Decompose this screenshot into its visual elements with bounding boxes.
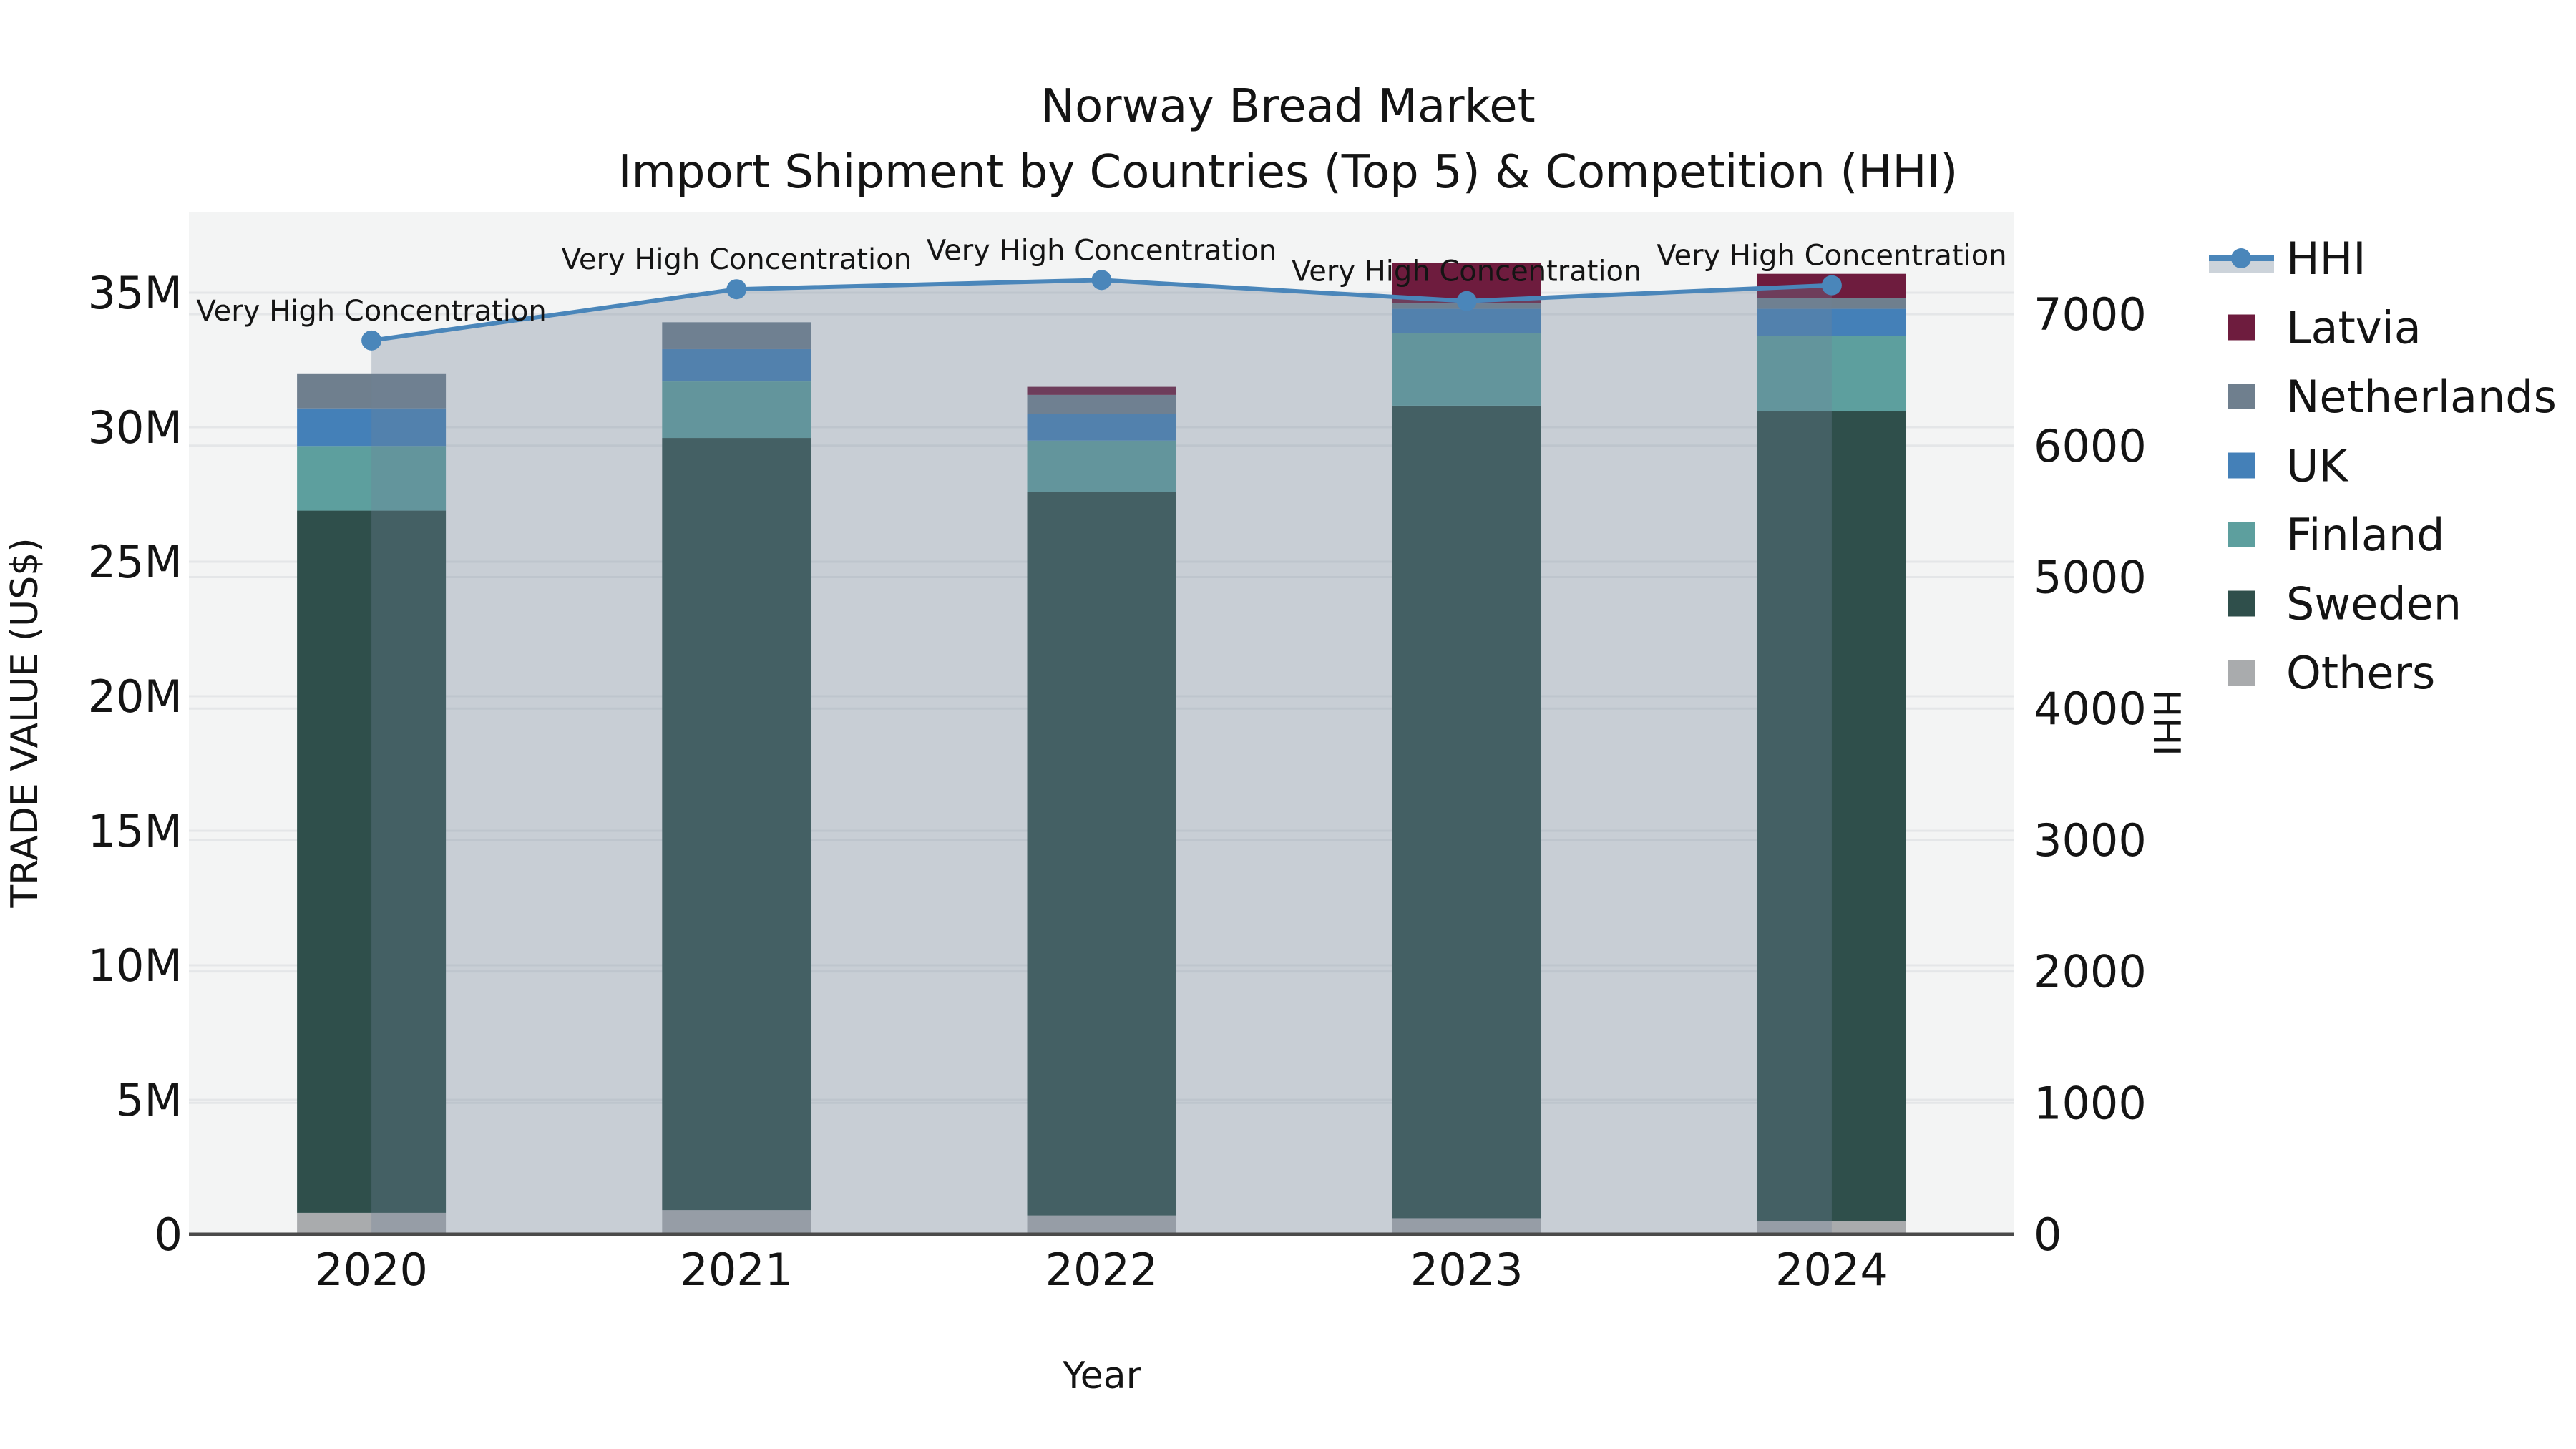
legend-hhi-marker-dot	[2231, 248, 2251, 268]
hhi-marker-2024	[1821, 275, 1842, 296]
y-right-tick-6000: 6000	[2034, 420, 2147, 472]
bar-uk-2021	[662, 348, 811, 382]
legend-item-netherlands: Netherlands	[2228, 371, 2557, 423]
x-tick-2023: 2023	[1410, 1244, 1523, 1296]
legend-swatch-latvia	[2228, 314, 2255, 341]
y-right-tick-1000: 1000	[2034, 1077, 2147, 1129]
annotation-2020: Very High Concentration	[196, 295, 546, 328]
legend-label-others: Others	[2286, 647, 2435, 699]
annotation-2022: Very High Concentration	[927, 234, 1277, 267]
legend-item-finland: Finland	[2228, 509, 2445, 561]
x-tick-2022: 2022	[1045, 1244, 1158, 1296]
bar-others-2022	[1027, 1215, 1176, 1234]
hhi-marker-2022	[1091, 270, 1112, 291]
annotation-layer: Very High Concentration Very High Concent…	[196, 234, 2006, 328]
hhi-marker-2020	[361, 330, 382, 351]
x-tick-2021: 2021	[680, 1244, 793, 1296]
y-right-tick-4000: 4000	[2034, 683, 2147, 735]
legend-label-hhi: HHI	[2286, 233, 2366, 285]
legend-swatch-uk	[2228, 452, 2255, 479]
hhi-line-layer	[361, 270, 1842, 351]
legend-label-uk: UK	[2286, 440, 2348, 492]
bar-netherlands-2020	[297, 373, 447, 409]
annotation-2023: Very High Concentration	[1292, 255, 1641, 288]
bar-latvia-2022	[1027, 386, 1176, 395]
bar-netherlands-2022	[1027, 394, 1176, 414]
legend-swatch-others	[2228, 660, 2255, 686]
y-left-tick-25M: 25M	[88, 536, 182, 588]
legend-label-netherlands: Netherlands	[2286, 371, 2557, 423]
x-tick-2024: 2024	[1775, 1244, 1888, 1296]
chart-title-line1: Norway Bread Market	[1040, 80, 1536, 133]
y-right-tick-0: 0	[2034, 1209, 2062, 1261]
hhi-area-fill	[371, 280, 1832, 1234]
y-left-tick-0: 0	[155, 1209, 182, 1261]
legend-label-latvia: Latvia	[2286, 302, 2421, 354]
legend-item-uk: UK	[2228, 440, 2348, 492]
hhi-marker-2023	[1456, 291, 1477, 311]
x-axis-label: Year	[1062, 1355, 1142, 1397]
legend: HHI Latvia Netherlands UK Finland Sweden Other…	[2209, 233, 2557, 699]
y-left-tick-35M: 35M	[88, 267, 182, 319]
bar-netherlands-2021	[662, 322, 811, 349]
y-left-axis-label: TRADE VALUE (US$)	[4, 537, 47, 908]
bar-finland-2024	[1757, 336, 1906, 411]
bar-uk-2020	[297, 408, 447, 447]
bar-others-2024	[1757, 1221, 1906, 1234]
x-tick-2020: 2020	[315, 1244, 428, 1296]
y-right-axis-label: HHI	[2145, 689, 2187, 756]
bar-uk-2024	[1757, 308, 1906, 336]
bar-finland-2023	[1392, 333, 1541, 406]
legend-item-sweden: Sweden	[2228, 578, 2462, 630]
bar-finland-2020	[297, 446, 447, 511]
bar-finland-2021	[662, 381, 811, 439]
y-left-tick-30M: 30M	[88, 401, 182, 454]
hhi-area-fill-layer	[371, 280, 1832, 1234]
legend-item-hhi: HHI	[2209, 233, 2366, 285]
legend-item-others: Others	[2228, 647, 2435, 699]
bar-sweden-2022	[1027, 492, 1176, 1216]
bar-sweden-2020	[297, 510, 447, 1213]
y-left-tick-5M: 5M	[116, 1074, 182, 1126]
bar-others-2021	[662, 1210, 811, 1234]
legend-swatch-finland	[2228, 522, 2255, 547]
y-right-tick-7000: 7000	[2034, 288, 2147, 341]
annotation-2024: Very High Concentration	[1657, 240, 2006, 273]
bar-uk-2023	[1392, 308, 1541, 333]
legend-label-sweden: Sweden	[2286, 578, 2462, 630]
bar-sweden-2024	[1757, 411, 1906, 1221]
y-left-tick-10M: 10M	[88, 940, 182, 992]
legend-swatch-sweden	[2228, 590, 2255, 617]
legend-swatch-netherlands	[2228, 384, 2255, 409]
chart-title-line2: Import Shipment by Countries (Top 5) & C…	[618, 146, 1958, 199]
y-right-tick-3000: 3000	[2034, 814, 2147, 867]
bar-others-2020	[297, 1212, 447, 1234]
bar-uk-2022	[1027, 414, 1176, 441]
legend-item-latvia: Latvia	[2228, 302, 2421, 354]
bar-finland-2022	[1027, 440, 1176, 492]
annotation-2021: Very High Concentration	[562, 243, 912, 276]
legend-label-finland: Finland	[2286, 509, 2445, 561]
bar-sweden-2021	[662, 438, 811, 1211]
bar-others-2023	[1392, 1218, 1541, 1234]
y-left-tick-15M: 15M	[88, 805, 182, 857]
y-left-tick-20M: 20M	[88, 670, 182, 723]
bar-sweden-2023	[1392, 405, 1541, 1219]
y-right-tick-2000: 2000	[2034, 946, 2147, 998]
stacked-bars-layer	[297, 263, 1906, 1234]
tick-label-layer: 0 5M 10M 15M 20M 25M 30M 35M 0 1000 2000 3000 4000 50…	[88, 267, 2147, 1296]
y-right-tick-5000: 5000	[2034, 552, 2147, 604]
bar-netherlands-2024	[1757, 298, 1906, 309]
hhi-marker-2021	[726, 279, 747, 300]
